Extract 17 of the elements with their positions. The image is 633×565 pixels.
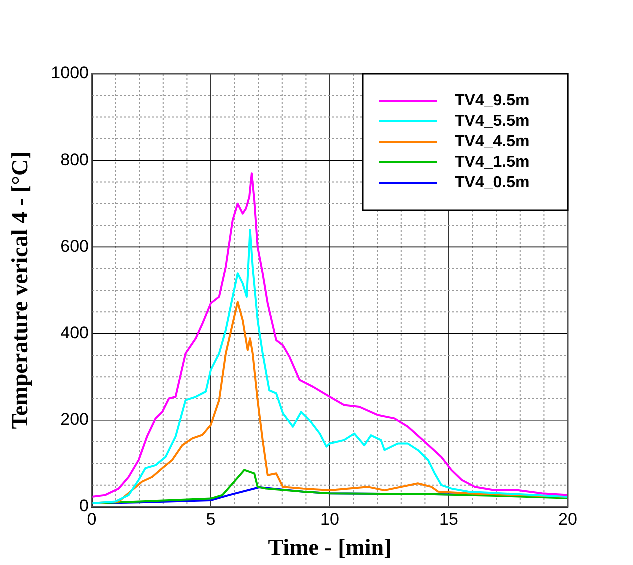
legend-label: TV4_4.5m <box>455 133 530 150</box>
x-axis-title: Time - [min] <box>268 535 392 560</box>
y-axis-title: Temperature verical 4 - [°C] <box>8 152 33 430</box>
x-tick-label: 10 <box>320 510 340 529</box>
legend-label: TV4_9.5m <box>455 92 530 110</box>
x-tick-label: 5 <box>206 510 216 529</box>
x-tick-label: 20 <box>558 510 578 529</box>
y-tick-label: 600 <box>60 236 89 256</box>
y-tick-label: 400 <box>60 323 89 342</box>
y-tick-label: 0 <box>80 496 89 516</box>
x-tick-label: 15 <box>440 510 458 529</box>
legend-label: TV4_1.5m <box>455 154 530 171</box>
legend-label: TV4_0.5m <box>455 174 530 192</box>
legend-label: TV4_5.5m <box>455 112 530 130</box>
y-tick-label: 200 <box>60 410 89 430</box>
y-tick-label: 800 <box>60 150 89 170</box>
y-tick-label: 1000 <box>51 64 89 83</box>
